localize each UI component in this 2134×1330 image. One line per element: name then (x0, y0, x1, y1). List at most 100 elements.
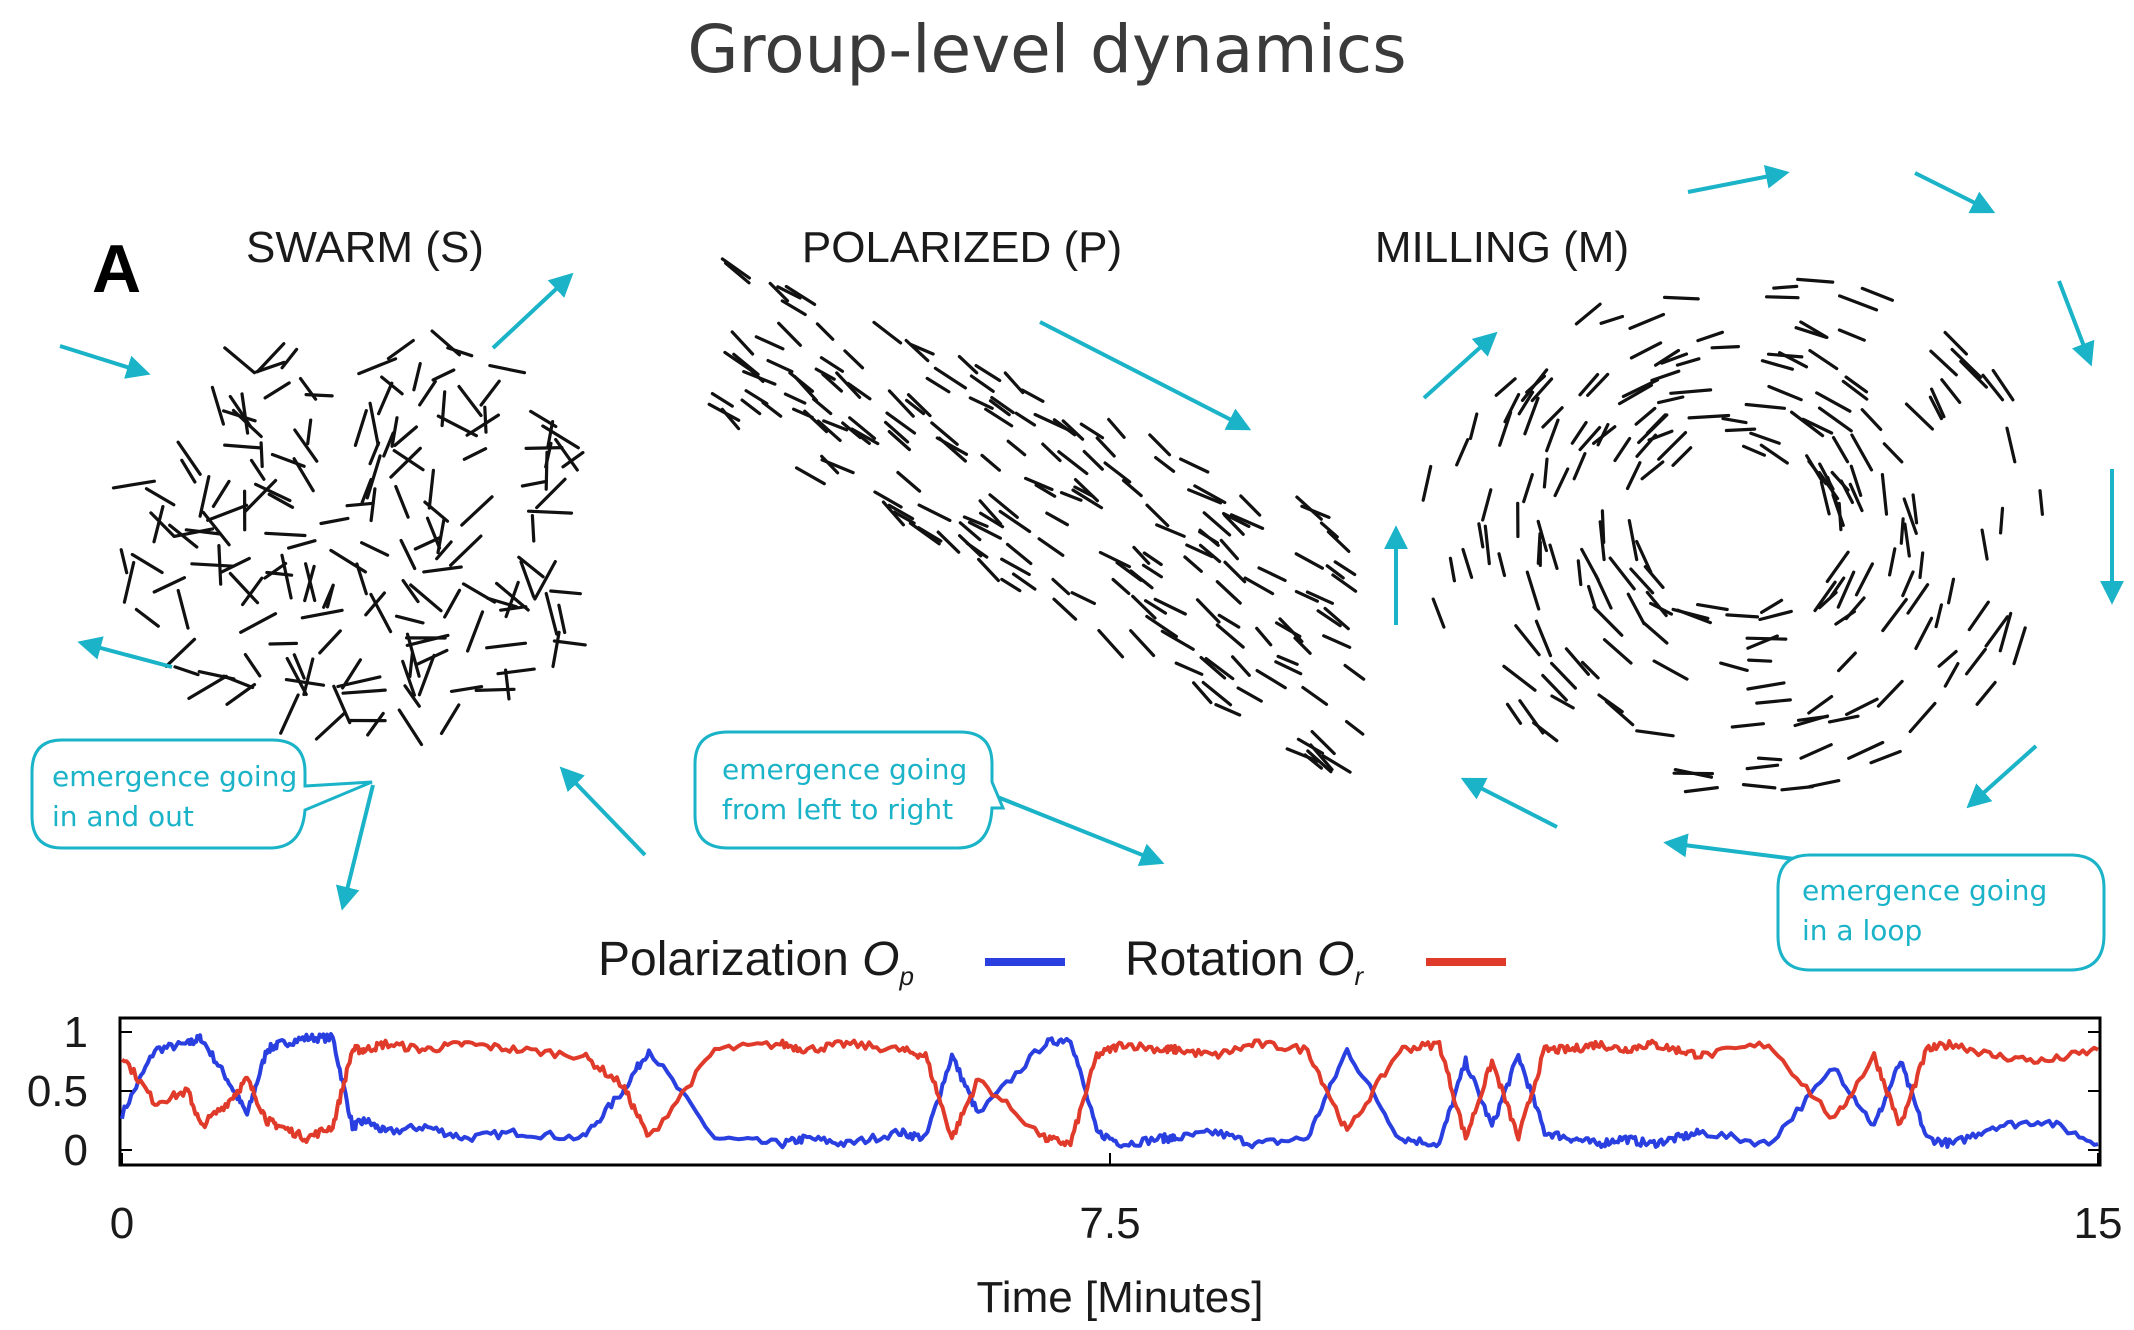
fish-mark (152, 576, 186, 594)
fish-mark (1107, 417, 1126, 439)
fish-mark (820, 458, 855, 475)
fish-mark (360, 541, 390, 557)
fish-mark (172, 527, 215, 539)
milling-arrows (1384, 164, 2124, 868)
fish-mark (332, 684, 352, 725)
fish-mark (353, 409, 368, 447)
fish-mark (1629, 567, 1655, 595)
fish-mark (319, 516, 350, 526)
fish-mark (293, 428, 319, 463)
fish-mark (549, 589, 582, 596)
callout-line: in a loop (1802, 914, 1922, 947)
arrow-in-icon (59, 344, 151, 379)
fish-mark (1198, 543, 1222, 564)
fish-mark (1131, 594, 1157, 620)
fish-mark (1759, 443, 1789, 465)
fish-mark (557, 603, 567, 635)
fish-mark (1642, 621, 1669, 645)
fish-mark (530, 513, 536, 543)
fish-mark (1294, 589, 1320, 603)
fish-mark (768, 281, 790, 303)
fish-mark (1542, 457, 1549, 489)
fish-mark (872, 320, 903, 345)
fish-mark (1836, 651, 1857, 673)
fish-mark (541, 424, 580, 450)
fish-mark (1285, 747, 1320, 763)
arrow-loop-icon (1460, 777, 1558, 829)
fish-mark (1570, 420, 1588, 445)
fish-mark (1037, 537, 1065, 557)
fish-mark (1219, 538, 1240, 561)
fish-mark (1834, 609, 1857, 626)
fish-mark (524, 446, 564, 450)
fish-mark (1596, 423, 1610, 447)
fish-mark (1844, 697, 1879, 717)
fish-mark (364, 591, 386, 617)
fish-mark (783, 392, 807, 405)
fish-mark (223, 346, 256, 375)
fish-mark (263, 381, 291, 400)
fish-mark (962, 515, 989, 528)
fish-mark (504, 580, 520, 619)
fish-mark (1431, 597, 1446, 629)
fish-mark (554, 438, 579, 472)
fish-mark (1848, 482, 1864, 513)
fish-mark (1214, 702, 1242, 717)
fish-mark (173, 665, 200, 677)
fish-mark (873, 490, 903, 509)
fish-mark (723, 261, 751, 285)
fish-mark (1034, 483, 1057, 498)
fish-mark (1057, 450, 1089, 476)
fish-mark (1764, 295, 1800, 300)
fish-mark (1541, 673, 1568, 702)
fish-mark (1325, 564, 1345, 580)
fish-mark (1215, 623, 1245, 649)
fish-mark (210, 385, 225, 426)
fish-mark (1564, 647, 1591, 676)
fish-mark (1468, 412, 1479, 441)
fish-mark (1629, 341, 1663, 360)
fish-mark (228, 571, 260, 605)
fish-mark (298, 377, 318, 401)
fish-mark (1847, 740, 1885, 760)
fish-mark (1719, 661, 1749, 673)
fish-mark (314, 711, 346, 741)
fish-mark (1645, 590, 1668, 618)
fish-mark (1141, 563, 1164, 579)
x-axis-label: Time [Minutes] (977, 1273, 1264, 1322)
fish-mark (1421, 464, 1433, 502)
fish-mark (1576, 559, 1583, 587)
callout-milling: emergence going in a loop (1776, 853, 2106, 972)
fish-mark (1522, 473, 1534, 504)
fish-mark (422, 565, 463, 574)
fish-mark (1696, 330, 1725, 343)
fish-mark (1132, 545, 1151, 565)
fish-mark (280, 553, 293, 600)
legend-label-rotation: Rotation Or (1125, 933, 1364, 991)
fish-mark (1799, 320, 1829, 339)
fish-mark (933, 366, 968, 390)
fish-mark (1980, 528, 1989, 561)
fish-mark (1145, 614, 1179, 639)
fish-mark (1222, 513, 1245, 536)
fish-mark (1503, 393, 1521, 424)
fish-mark (1517, 390, 1535, 416)
fish-mark (1321, 754, 1352, 774)
plot-frame (118, 1016, 2102, 1167)
fish-mark (908, 521, 941, 546)
fish-mark (730, 330, 755, 356)
fish-mark (254, 482, 292, 503)
fish-mark (267, 492, 295, 509)
fish-mark (1309, 743, 1334, 772)
fish-mark (1343, 663, 1366, 681)
fish-mark (427, 468, 435, 510)
fish-mark (389, 446, 422, 479)
fish-mark (1695, 602, 1729, 612)
figure-title: Group-level dynamics (687, 11, 1406, 88)
fish-mark (180, 458, 197, 484)
fish-mark (302, 657, 315, 697)
fish-mark (930, 421, 959, 446)
fish-mark (122, 560, 136, 604)
fish-mark (483, 405, 488, 434)
